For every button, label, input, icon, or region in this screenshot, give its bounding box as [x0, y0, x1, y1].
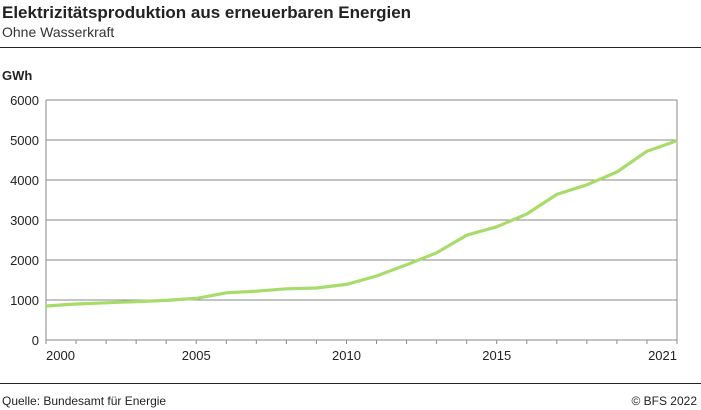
series-line: [45, 139, 678, 308]
x-tick-label: 2000: [46, 348, 75, 363]
divider-top: [0, 47, 701, 48]
source-note: Quelle: Bundesamt für Energie: [2, 394, 167, 408]
y-axis-label: GWh: [2, 68, 33, 83]
y-tick-label: 3000: [10, 213, 39, 228]
y-tick-label: 6000: [10, 93, 39, 108]
divider-bottom: [0, 383, 701, 384]
y-tick-label: 1000: [10, 293, 39, 308]
x-tick-label: 2015: [482, 348, 511, 363]
y-tick-label: 5000: [10, 133, 39, 148]
chart-subtitle: Ohne Wasserkraft: [2, 24, 115, 40]
y-tick-label: 0: [32, 333, 39, 348]
x-tick-label: 2005: [182, 348, 211, 363]
y-tick-label: 2000: [10, 253, 39, 268]
x-tick-label: 2010: [332, 348, 361, 363]
y-tick-label: 4000: [10, 173, 39, 188]
x-tick-label: 2021: [648, 348, 677, 363]
chart-title: Elektrizitätsproduktion aus erneuerbaren…: [2, 3, 412, 22]
copyright: © BFS 2022: [631, 394, 697, 408]
